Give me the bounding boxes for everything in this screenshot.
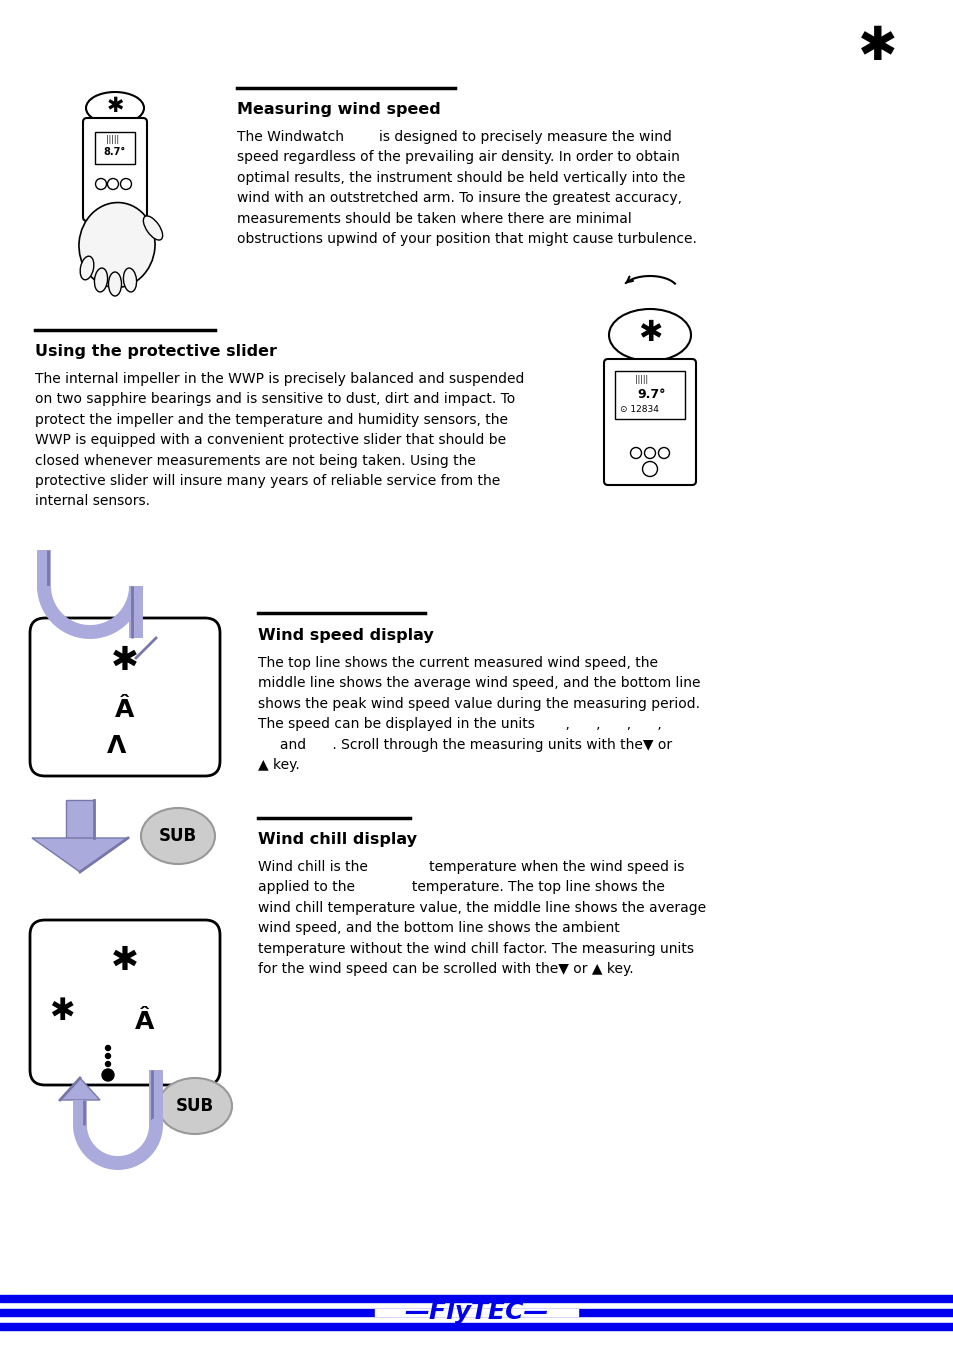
Text: ✱: ✱	[638, 319, 661, 347]
Text: ✱: ✱	[111, 644, 139, 676]
Text: 9.7°: 9.7°	[638, 389, 665, 401]
FancyBboxPatch shape	[95, 132, 135, 163]
Polygon shape	[60, 1079, 100, 1100]
Text: Using the protective slider: Using the protective slider	[35, 344, 276, 359]
Circle shape	[641, 462, 657, 477]
Ellipse shape	[123, 269, 136, 292]
Circle shape	[120, 178, 132, 189]
Text: Â: Â	[135, 1010, 154, 1034]
Text: SUB: SUB	[175, 1098, 213, 1115]
Text: The top line shows the current measured wind speed, the
middle line shows the av: The top line shows the current measured …	[257, 656, 700, 772]
Bar	[66, 801, 94, 838]
Text: |||||: |||||	[107, 135, 119, 144]
Circle shape	[658, 447, 669, 459]
Text: Â: Â	[115, 698, 134, 722]
Text: Λ: Λ	[107, 734, 127, 757]
FancyBboxPatch shape	[603, 359, 696, 485]
FancyBboxPatch shape	[30, 618, 220, 776]
Text: —FlуTEC—: —FlуTEC—	[404, 1300, 549, 1324]
Text: ✱: ✱	[50, 998, 74, 1026]
Text: ⊙ 12834: ⊙ 12834	[619, 405, 659, 413]
Text: Wind speed display: Wind speed display	[257, 628, 434, 643]
Text: |||||: |||||	[635, 374, 648, 383]
Ellipse shape	[158, 1079, 232, 1134]
Circle shape	[644, 447, 655, 459]
Polygon shape	[32, 838, 128, 872]
Ellipse shape	[608, 309, 690, 360]
Circle shape	[630, 447, 640, 459]
Text: 8.7°: 8.7°	[104, 147, 126, 157]
FancyBboxPatch shape	[83, 117, 147, 221]
Ellipse shape	[109, 271, 121, 296]
Circle shape	[106, 1053, 111, 1058]
Text: Measuring wind speed: Measuring wind speed	[236, 103, 440, 117]
Ellipse shape	[86, 92, 144, 124]
Ellipse shape	[143, 216, 162, 240]
Circle shape	[106, 1061, 111, 1067]
Text: The Windwatch        is designed to precisely measure the wind
speed regardless : The Windwatch is designed to precisely m…	[236, 130, 696, 246]
FancyBboxPatch shape	[615, 371, 684, 418]
Ellipse shape	[79, 202, 155, 288]
Text: ✱: ✱	[106, 96, 124, 116]
Polygon shape	[116, 639, 156, 657]
Text: The internal impeller in the WWP is precisely balanced and suspended
on two sapp: The internal impeller in the WWP is prec…	[35, 373, 524, 509]
FancyBboxPatch shape	[30, 919, 220, 1085]
Ellipse shape	[80, 256, 93, 279]
Text: ✱: ✱	[111, 944, 139, 976]
Circle shape	[108, 178, 118, 189]
Circle shape	[102, 1069, 113, 1081]
Text: Wind chill is the              temperature when the wind speed is
applied to the: Wind chill is the temperature when the w…	[257, 860, 705, 976]
Text: ✱: ✱	[858, 24, 897, 69]
Circle shape	[95, 178, 107, 189]
Ellipse shape	[141, 809, 214, 864]
Text: Wind chill display: Wind chill display	[257, 832, 416, 846]
Circle shape	[106, 1045, 111, 1050]
Ellipse shape	[94, 269, 108, 292]
Text: SUB: SUB	[159, 828, 197, 845]
